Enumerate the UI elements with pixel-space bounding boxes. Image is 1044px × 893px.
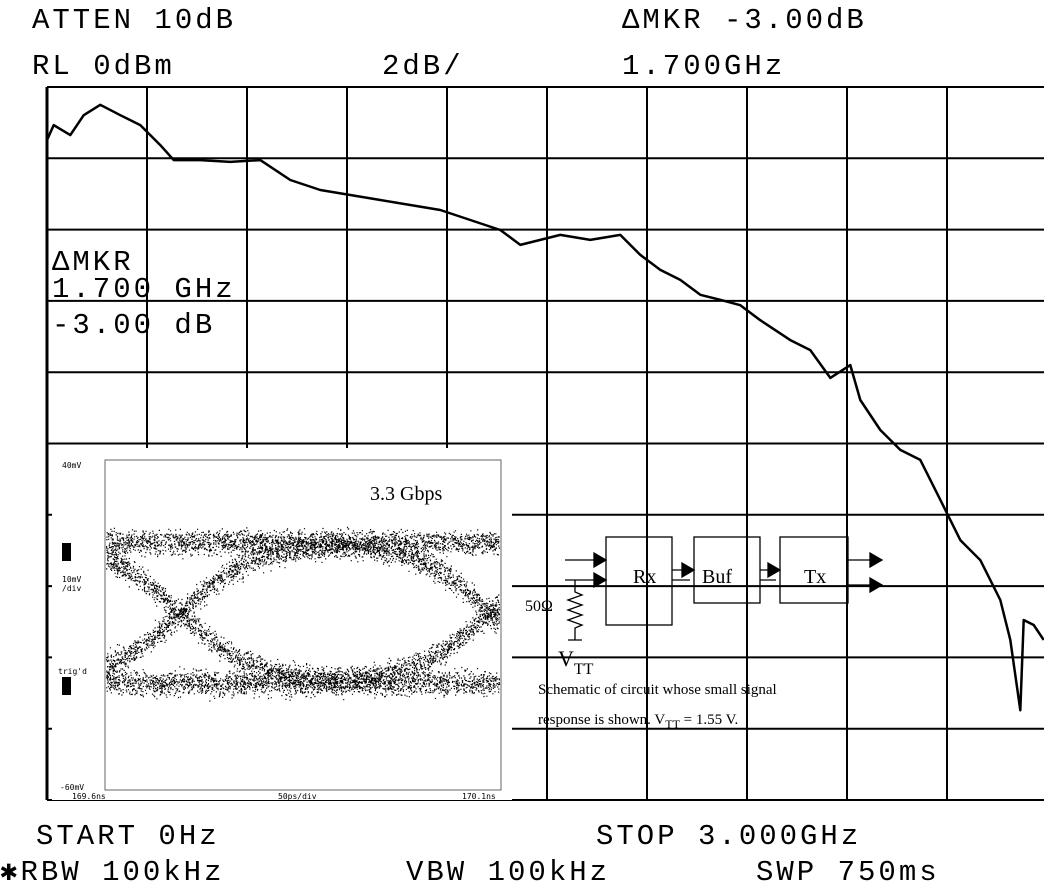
- rbw: ✱RBW 100kHz: [0, 856, 225, 889]
- inset-scale-unit: /div: [62, 584, 81, 593]
- inset-scale: 10mV: [62, 575, 81, 584]
- caption-post: = 1.55 V.: [680, 712, 738, 728]
- vtt: V: [558, 646, 574, 671]
- eye-inset: 40mV 10mV /div trig'd -60mV 169.6ns 50ps…: [52, 448, 512, 801]
- sweep: SWP 750ms: [756, 856, 940, 889]
- scale: 2dB/: [382, 50, 464, 83]
- inset-trig: trig'd: [58, 667, 87, 676]
- vbw: VBW 100kHz: [406, 856, 610, 889]
- caption-line1: Schematic of circuit whose small signal: [538, 682, 777, 698]
- buf-label: Buf: [702, 566, 732, 588]
- inset-top: 40mV: [62, 461, 81, 470]
- marker-box-freq: 1.700 GHz: [52, 273, 236, 306]
- rx-label: Rx: [633, 566, 656, 588]
- marker-box-level: -3.00 dB: [52, 309, 215, 342]
- marker-title: ΔMKR -3.00dB: [622, 4, 867, 37]
- marker-freq: 1.700GHz: [622, 50, 785, 83]
- inset-t-end: 170.1ns: [462, 792, 496, 801]
- caption-sub: TT: [665, 717, 680, 731]
- resistor: [568, 580, 582, 640]
- start: START 0Hz: [36, 820, 220, 853]
- inset-t-scale: 50ps/div: [278, 792, 317, 801]
- inset-background: [52, 448, 512, 800]
- stop: STOP 3.000GHz: [596, 820, 861, 853]
- ref-level: RL 0dBm: [32, 50, 175, 83]
- inset-trig-marker: [62, 677, 71, 695]
- tx-label: Tx: [804, 566, 826, 588]
- inset-bottom: -60mV: [60, 783, 84, 792]
- inset-t-start: 169.6ns: [72, 792, 106, 801]
- schematic: [565, 537, 882, 640]
- caption-pre: response is shown. V: [538, 712, 665, 728]
- resistor-label: 50Ω: [525, 598, 553, 615]
- inset-marker: [62, 543, 71, 561]
- vtt-sub: TT: [574, 661, 594, 678]
- inset-rate: 3.3 Gbps: [370, 483, 442, 505]
- vtt-label: VTT: [558, 646, 594, 678]
- atten: ATTEN 10dB: [32, 4, 236, 37]
- chart: ATTEN 10dB RL 0dBm 2dB/ ΔMKR -3.00dB 1.7…: [0, 0, 1044, 893]
